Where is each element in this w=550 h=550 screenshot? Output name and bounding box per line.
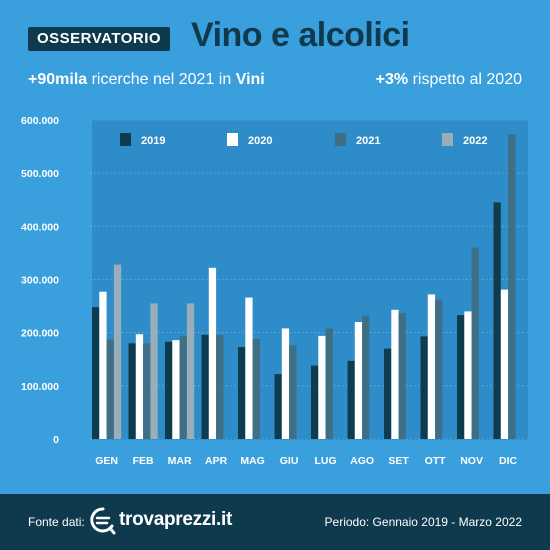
trovaprezzi-logo-icon [90,507,116,535]
y-tick-label: 500.000 [21,168,59,180]
x-tick-label: APR [205,455,228,467]
y-tick-label: 0 [53,434,59,446]
bar-2019-mag [238,347,246,439]
x-tick-label: LUG [315,455,337,467]
highlight-growth: +3% rispetto al 2020 [376,71,522,89]
legend-swatch-2019 [120,133,131,146]
bar-2020-mag [245,297,253,439]
bar-2019-apr [201,334,209,439]
x-tick-label: MAR [168,455,192,467]
grid-lines [90,119,528,440]
y-tick-label: 300.000 [21,275,59,287]
bar-2022-gen [113,264,122,439]
bar-2021-gen [106,339,114,439]
bar-2022-feb [150,303,158,439]
bar-2019-gen [92,307,100,439]
bar-2021-giu [289,345,297,439]
legend-swatch-2022 [442,133,453,146]
legend-swatch-2020 [227,133,238,146]
y-tick-label: 600.000 [21,115,59,127]
bar-2020-apr [208,267,217,439]
bar-2019-feb [128,343,136,439]
bar-2019-lug [311,365,319,439]
y-tick-label: 100.000 [21,381,59,393]
bar-2020-ago [354,322,363,439]
bar-2021-apr [216,334,224,439]
x-tick-label: GEN [95,455,118,467]
legend-swatch-2021 [335,133,346,146]
legend: 2019 2020 2021 2022 [120,133,487,147]
bars [92,134,516,440]
data-period: Periodo: Gennaio 2019 - Marzo 2022 [324,515,522,529]
y-axis-ticks: 0 100.000 200.000 300.000 400.000 500.000 600.… [21,115,59,446]
highlight-searches-value: +90mila [28,71,88,88]
bar-2021-ago [362,315,370,439]
highlight-growth-value: +3% [375,71,409,88]
bar-2021-set [398,312,406,439]
brand-name: trovaprezzi.it [119,509,232,530]
bar-2019-nov [457,315,465,439]
bar-2021-ott [435,299,443,439]
bar-2019-ott [420,336,428,439]
x-tick-label: GIU [280,455,299,467]
bar-2020-dic [500,289,509,439]
bar-2019-mar [165,341,173,439]
bar-2020-mar [172,340,180,439]
highlight-growth-text: rispetto al 2020 [408,71,522,88]
bar-2021-dic [508,134,516,440]
x-tick-label: NOV [460,455,483,467]
footer: Fonte dati: trovaprezzi.it Periodo: Genn… [0,494,550,550]
observatory-badge: OSSERVATORIO [28,27,171,51]
bar-2020-nov [464,311,472,439]
monthly-searches-chart: 0 100.000 200.000 300.000 400.000 500.000 600.… [21,115,528,467]
bar-2020-set [391,309,399,439]
legend-label-2020: 2020 [248,135,272,147]
legend-label-2022: 2022 [463,135,487,147]
bar-2020-lug [318,335,326,439]
bar-2020-gen [99,291,107,439]
bar-2021-mar [179,335,187,439]
highlight-searches-category: Vini [235,71,265,88]
bar-2021-lug [325,328,333,439]
source-label: Fonte dati: [28,515,85,529]
page-title: Vino e alcolici [191,16,410,54]
x-tick-label: AGO [350,455,374,467]
highlight-searches-text: ricerche nel 2021 in [87,71,236,88]
x-tick-label: DIC [499,455,518,467]
bar-2020-feb [135,334,144,439]
header: OSSERVATORIO Vino e alcolici +90mila ric… [0,0,550,100]
bar-2020-ott [427,294,436,439]
bar-2022-mar [186,303,195,439]
bar-2020-giu [281,328,290,439]
bar-2019-ago [347,360,355,439]
y-tick-label: 400.000 [21,221,59,233]
bar-2019-set [384,348,392,439]
x-tick-label: FEB [133,455,154,467]
x-tick-label: MAG [240,455,265,467]
x-axis-ticks: GEN FEB MAR APR MAG GIU LUG AGO SET OTT NOV DIC [95,455,517,467]
bar-2019-dic [493,202,501,439]
bar-2019-giu [274,374,282,439]
bar-2021-feb [143,343,151,439]
bar-2021-nov [471,247,479,439]
highlight-searches: +90mila ricerche nel 2021 in Vini [28,71,265,89]
legend-label-2021: 2021 [356,135,380,147]
bar-2021-mag [252,339,260,439]
x-tick-label: SET [388,455,409,467]
x-tick-label: OTT [425,455,447,467]
y-tick-label: 200.000 [21,328,59,340]
legend-label-2019: 2019 [141,135,165,147]
